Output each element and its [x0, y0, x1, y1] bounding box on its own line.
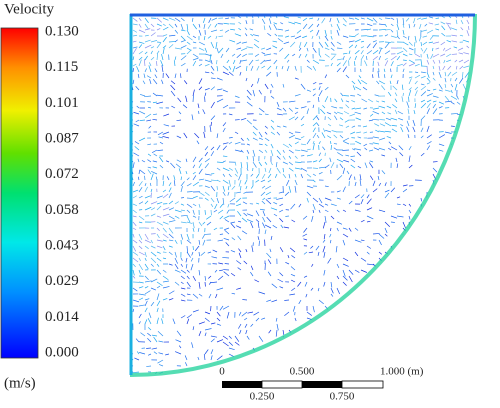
scale-label: 1.000 (m) — [380, 366, 424, 378]
scale-bar: 0 0.500 1.000 (m) 0.250 0.750 — [219, 366, 423, 403]
scale-seg — [342, 381, 383, 388]
domain-background — [130, 14, 475, 375]
color-bar-tick-label: 0.058 — [45, 202, 79, 218]
color-bar-tick-label: 0.115 — [45, 59, 78, 75]
scale-label: 0.500 — [290, 366, 315, 378]
color-bar-tick-label: 0.000 — [45, 344, 79, 360]
scale-label: 0 — [219, 366, 225, 378]
color-bar-tick-label: 0.043 — [45, 237, 79, 253]
legend-unit: (m/s) — [4, 375, 36, 391]
scale-seg — [222, 381, 262, 388]
legend-title: Velocity — [4, 1, 54, 17]
color-bar — [1, 28, 38, 358]
color-bar-tick-label: 0.130 — [45, 23, 79, 39]
vector — [187, 191, 193, 192]
color-bar-tick-label: 0.101 — [45, 95, 79, 111]
color-bar-tick-label: 0.014 — [45, 309, 79, 325]
scale-label: 0.750 — [330, 391, 355, 403]
scale-seg — [262, 381, 302, 388]
color-bar-tick-label: 0.072 — [45, 166, 79, 182]
scale-seg — [302, 381, 342, 388]
vector-field — [127, 12, 475, 375]
vector — [350, 95, 355, 96]
color-bar-ticks: 0.130 0.115 0.101 0.087 0.072 0.058 0.043 0.029… — [45, 23, 79, 360]
color-bar-tick-label: 0.087 — [45, 130, 79, 146]
scale-label: 0.250 — [250, 391, 275, 403]
color-bar-tick-label: 0.029 — [45, 273, 79, 289]
